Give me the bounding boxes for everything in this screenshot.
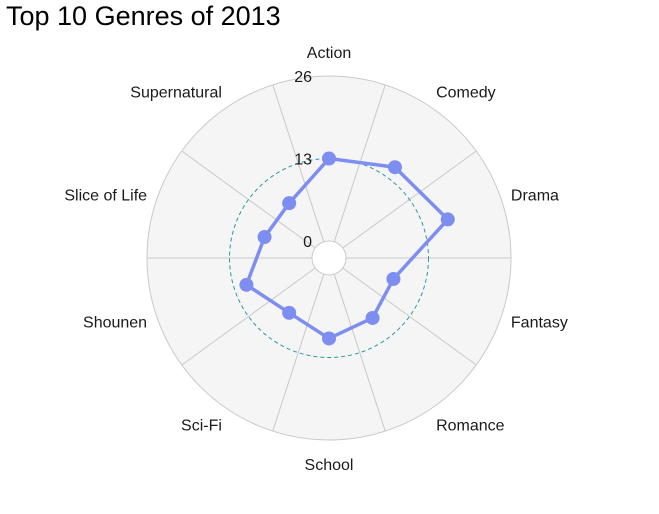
category-label-comedy: Comedy	[436, 84, 496, 101]
data-point-fantasy	[386, 271, 401, 286]
tick-label: 0	[303, 234, 312, 251]
data-point-drama	[440, 212, 455, 227]
data-point-school	[322, 331, 336, 346]
grid-spoke	[342, 267, 477, 366]
panel-inner-hole	[311, 240, 347, 276]
grid-spoke	[333, 274, 386, 432]
series-layer	[239, 151, 455, 346]
reference-ring	[229, 158, 429, 358]
category-label-action: Action	[307, 45, 351, 62]
radial-tick-labels: 0 13 26	[294, 69, 312, 251]
grid-spoke	[181, 267, 316, 366]
reference-ring-circle	[229, 158, 429, 358]
category-label-drama: Drama	[511, 187, 559, 204]
grid-spoke	[272, 274, 325, 432]
data-point-comedy	[387, 160, 402, 175]
data-point-slice-of-life	[257, 230, 272, 245]
category-label-supernatural: Supernatural	[130, 84, 222, 101]
category-label-romance: Romance	[436, 418, 505, 435]
data-point-supernatural	[282, 196, 297, 211]
category-label-slice-of-life: Slice of Life	[64, 187, 147, 204]
tick-label: 13	[294, 152, 312, 169]
category-label-school: School	[305, 457, 354, 474]
data-point-romance	[365, 310, 380, 325]
tick-label: 26	[294, 69, 312, 86]
category-label-sci-fi: Sci-Fi	[181, 418, 222, 435]
data-point-shounen	[239, 277, 254, 292]
data-point-sci-fi	[282, 305, 297, 320]
data-point-action	[322, 151, 336, 166]
category-label-shounen: Shounen	[83, 315, 147, 332]
category-label-fantasy: Fantasy	[511, 315, 568, 332]
chart-title: Top 10 Genres of 2013	[6, 1, 281, 31]
category-labels: Action Comedy Drama Fantasy Romance School Sci…	[64, 45, 567, 474]
